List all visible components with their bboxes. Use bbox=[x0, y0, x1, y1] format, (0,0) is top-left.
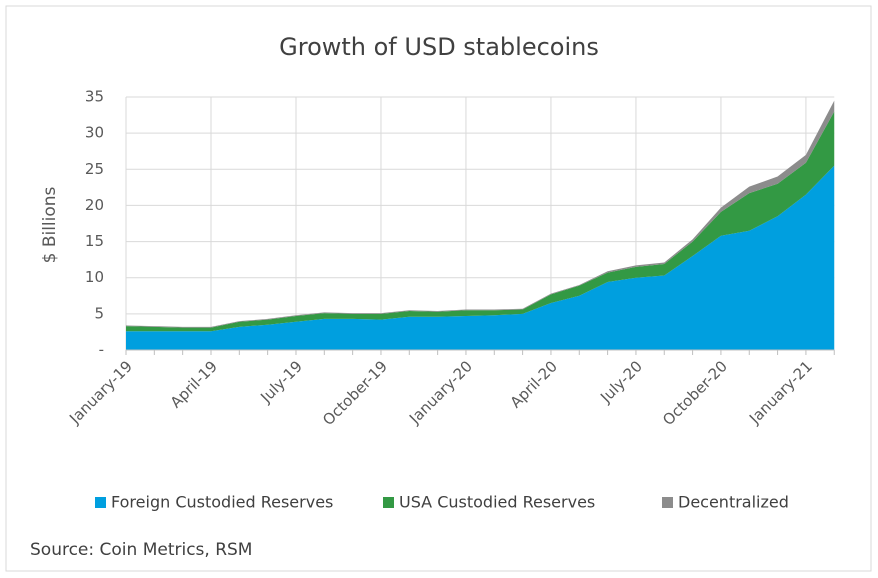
area bbox=[126, 165, 835, 350]
legend-swatch bbox=[383, 497, 394, 508]
y-tick-label: 20 bbox=[85, 196, 104, 214]
y-tick-label: 10 bbox=[85, 268, 104, 286]
chart-title: Growth of USD stablecoins bbox=[279, 33, 599, 61]
legend-label: USA Custodied Reserves bbox=[399, 493, 595, 512]
legend-swatch bbox=[662, 497, 673, 508]
y-tick-label: 25 bbox=[85, 160, 104, 178]
y-axis-label: $ Billions bbox=[40, 186, 60, 263]
legend-label: Decentralized bbox=[678, 493, 789, 512]
source: Source: Coin Metrics, RSM bbox=[30, 540, 252, 560]
y-tick-label: 15 bbox=[85, 232, 104, 250]
legend-swatch bbox=[95, 497, 106, 508]
y-tick-label: 5 bbox=[94, 304, 104, 322]
y-tick-label: - bbox=[99, 341, 104, 359]
y-tick-label: 35 bbox=[85, 88, 104, 106]
y-tick-label: 30 bbox=[85, 124, 104, 142]
legend-label: Foreign Custodied Reserves bbox=[111, 493, 333, 512]
